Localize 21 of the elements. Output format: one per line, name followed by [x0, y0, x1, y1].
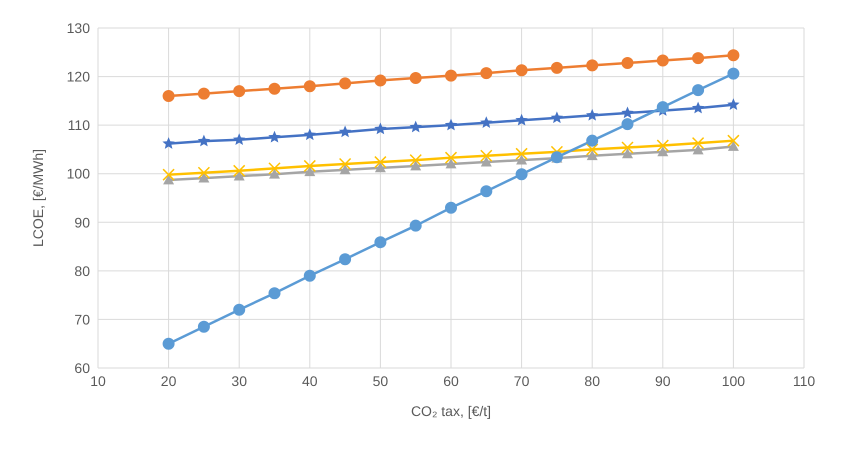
x-tick-label: 50: [372, 372, 388, 389]
x-tick-label: 60: [443, 372, 459, 389]
y-tick-label: 100: [66, 166, 90, 182]
y-tick-label: 110: [68, 117, 90, 134]
y-tick-label: 70: [74, 311, 90, 328]
y-tick-label: 80: [74, 262, 90, 279]
x-tick-label: 20: [160, 372, 177, 389]
y-tick-label: 60: [74, 360, 90, 376]
x-tick-label: 10: [90, 372, 106, 389]
y-tick-label: 90: [74, 214, 90, 230]
y-axis-title: LCOE, [€/MWh]: [30, 148, 46, 248]
x-tick-label: 80: [584, 372, 600, 389]
x-axis-title: CO₂ tax, [€/t]: [410, 403, 492, 419]
x-tick-label: 30: [231, 372, 248, 389]
y-tick-label: 120: [66, 68, 90, 85]
y-tick-label: 130: [66, 20, 90, 36]
x-tick-label: 40: [302, 372, 318, 389]
x-tick-label: 100: [722, 372, 746, 389]
x-tick-label: 70: [514, 372, 530, 389]
x-tick-label: 90: [655, 372, 671, 389]
x-tick-label: 110: [792, 372, 816, 389]
